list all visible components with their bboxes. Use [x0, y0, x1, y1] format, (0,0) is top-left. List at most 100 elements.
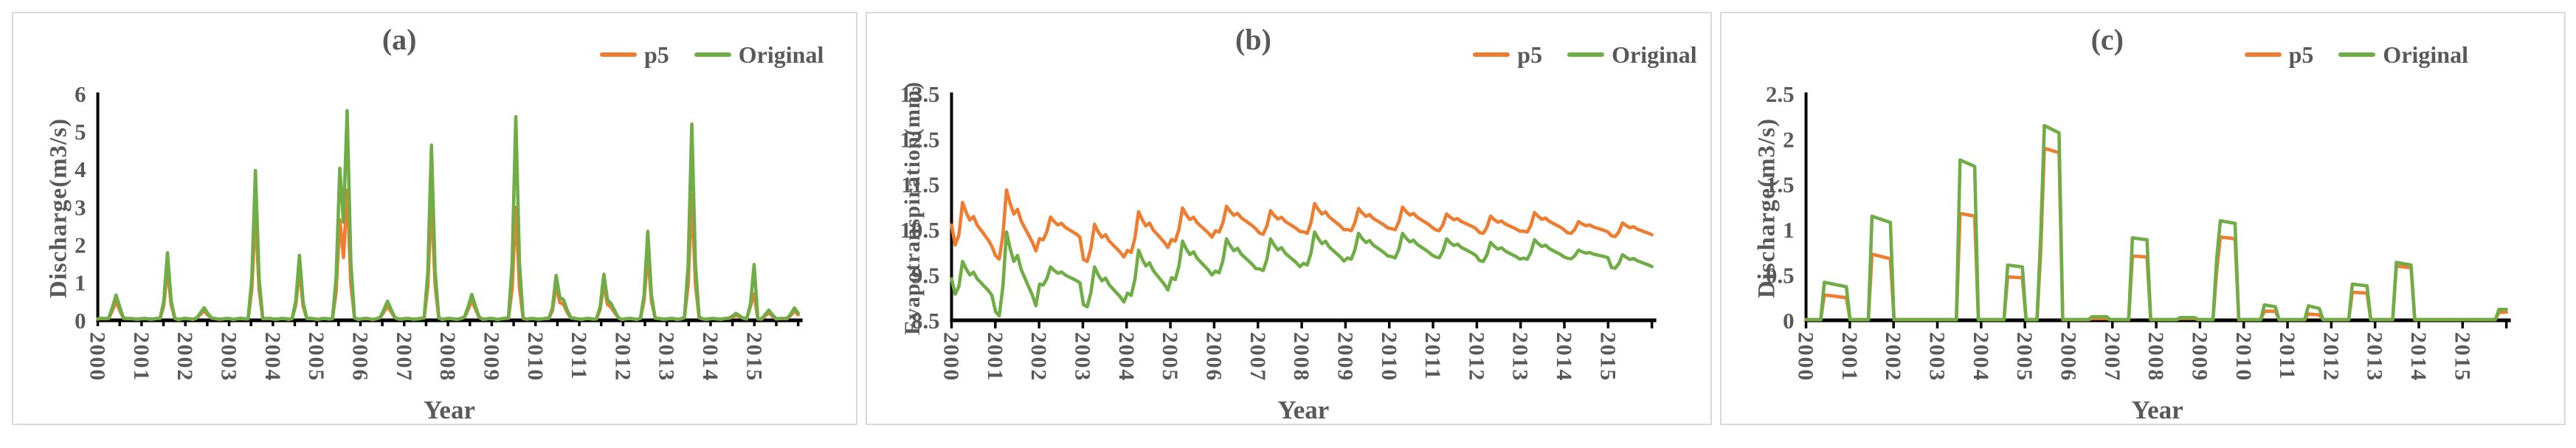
y-tick-label: 0.5 [1766, 263, 1795, 288]
x-tick-label-year: 2001 [1837, 332, 1862, 382]
chart-b-plot-area: 8.5 9.5 10.5 11.5 12.5 13.5 2000 2001 2002 2003 20… [900, 82, 1657, 382]
legend-item-original: Original [1567, 43, 1697, 66]
y-tick-label: 3 [75, 195, 86, 220]
x-tick-label-year: 2002 [1027, 332, 1052, 382]
chart-b-legend: p5 Original [1473, 43, 1697, 66]
x-tick-label-year: 2012 [2318, 332, 2343, 382]
chart-c-x-axis-title: Year [2131, 396, 2183, 424]
x-tick-label-year: 2015 [1596, 332, 1620, 382]
x-tick-label-year: 2000 [86, 332, 110, 382]
x-tick-label-year: 2007 [1246, 332, 1270, 382]
p5-line-swatch-icon [1473, 52, 1510, 57]
y-tick-label: 1.5 [1766, 173, 1795, 198]
chart-panel-c: (c) p5 Original Discharge(m3/s) Year 0 0.… [1719, 12, 2566, 425]
x-tick-label-year: 2005 [304, 332, 328, 382]
original-line-swatch-icon [1567, 52, 1605, 57]
x-tick-label-year: 2008 [2144, 332, 2168, 382]
x-tick-label-year: 2007 [2099, 332, 2124, 382]
series-line-original [950, 230, 1654, 318]
x-tick-label-year: 2011 [2275, 332, 2299, 381]
x-tick-label-year: 2003 [1924, 332, 1949, 382]
legend-label-p5: p5 [1517, 41, 1543, 68]
x-tick-label-year: 2013 [655, 332, 679, 382]
x-tick-label-year: 2015 [2450, 332, 2474, 382]
y-tick-label: 12.5 [900, 127, 940, 152]
x-tick-label-year: 2003 [1071, 332, 1095, 382]
y-tick-label: 5 [75, 120, 86, 145]
legend-item-p5: p5 [1473, 43, 1542, 66]
x-tick-label-year: 2006 [2056, 332, 2080, 382]
original-line-swatch-icon [2338, 52, 2376, 57]
x-tick-label-year: 2007 [392, 332, 416, 382]
x-tick-label-year: 2014 [1552, 332, 1576, 382]
legend-label-p5: p5 [643, 41, 669, 68]
y-tick-label: 10.5 [900, 218, 940, 243]
x-tick-label-year: 2010 [523, 332, 548, 382]
x-tick-label-year: 2005 [1158, 332, 1182, 382]
y-tick-label: 9.5 [911, 263, 940, 288]
chart-a-title: (a) [381, 23, 417, 56]
series-line-p5 [1803, 146, 2508, 322]
x-tick-label-year: 2014 [698, 332, 722, 382]
x-tick-label-year: 2012 [610, 332, 635, 382]
legend-label-p5: p5 [2288, 41, 2314, 68]
chart-b-title: (b) [1235, 23, 1271, 56]
x-tick-label-year: 2000 [939, 332, 964, 382]
x-tick-label-year: 2004 [1968, 332, 1992, 382]
y-tick-label: 2 [75, 233, 86, 258]
x-tick-label-year: 2009 [479, 332, 503, 382]
y-tick-label: 11.5 [902, 173, 940, 198]
chart-a-legend: p5 Original [599, 41, 823, 68]
legend-label-original: Original [1612, 41, 1697, 68]
legend-label-original: Original [2383, 41, 2468, 68]
x-tick-label-year: 2011 [1420, 332, 1445, 381]
y-tick-label: 1 [75, 271, 86, 296]
y-tick-label: 13.5 [900, 82, 940, 107]
legend-item-p5: p5 [599, 41, 669, 68]
chart-b-x-axis-title: Year [1277, 396, 1330, 424]
x-tick-label-year: 2001 [983, 332, 1007, 382]
x-tick-label-year: 2001 [129, 332, 153, 382]
chart-c-legend: p5 Original [2244, 41, 2468, 68]
x-tick-label-year: 2010 [1377, 332, 1401, 382]
x-tick-label-year: 2004 [260, 332, 285, 382]
y-tick-label: 0 [1783, 309, 1794, 334]
chart-a-plot-area: 0 1 2 3 4 5 6 2000 2001 2002 2003 2004 2005 2006 2007 2… [75, 82, 803, 382]
x-tick-label-year: 2014 [2406, 332, 2431, 382]
chart-panel-b: (b) p5 Original Evapotranspiration(mm) Y… [866, 12, 1712, 425]
y-tick-label: 1 [1783, 218, 1794, 243]
x-tick-label-year: 2015 [742, 332, 766, 382]
x-tick-label-year: 2000 [1793, 332, 1817, 382]
x-tick-label-year: 2006 [1202, 332, 1226, 382]
x-tick-label-year: 2006 [348, 332, 372, 382]
x-tick-label-year: 2008 [435, 332, 460, 382]
chart-c-plot-area: 0 0.5 1 1.5 2 2.5 2000 2001 2002 2003 2004 2005 2006… [1766, 82, 2511, 382]
x-tick-label-year: 2013 [1508, 332, 1533, 382]
chart-c-title: (c) [2090, 23, 2124, 56]
x-tick-label-year: 2009 [1333, 332, 1358, 382]
original-line-swatch-icon [694, 52, 731, 57]
y-tick-label: 6 [75, 82, 86, 107]
x-tick-label-year: 2011 [567, 332, 591, 381]
p5-line-swatch-icon [599, 52, 637, 57]
y-tick-label: 2 [1783, 127, 1794, 152]
y-tick-label: 4 [75, 157, 86, 182]
series-line-original [96, 108, 800, 322]
y-tick-label: 8.5 [911, 309, 940, 334]
chart-a-x-axis-title: Year [424, 396, 475, 424]
x-tick-label-year: 2005 [2012, 332, 2037, 382]
y-tick-label: 2.5 [1766, 82, 1795, 107]
x-tick-label-year: 2010 [2231, 332, 2255, 382]
series-line-p5 [950, 187, 1654, 263]
x-tick-label-year: 2012 [1465, 332, 1489, 382]
x-tick-label-year: 2009 [2187, 332, 2211, 382]
y-tick-label: 0 [75, 309, 86, 334]
x-tick-label-year: 2002 [1881, 332, 1905, 382]
p5-line-swatch-icon [2244, 52, 2282, 57]
legend-item-p5: p5 [2244, 41, 2314, 68]
x-tick-label-year: 2013 [2362, 332, 2386, 382]
legend-item-original: Original [694, 43, 823, 66]
x-tick-label-year: 2003 [217, 332, 241, 382]
